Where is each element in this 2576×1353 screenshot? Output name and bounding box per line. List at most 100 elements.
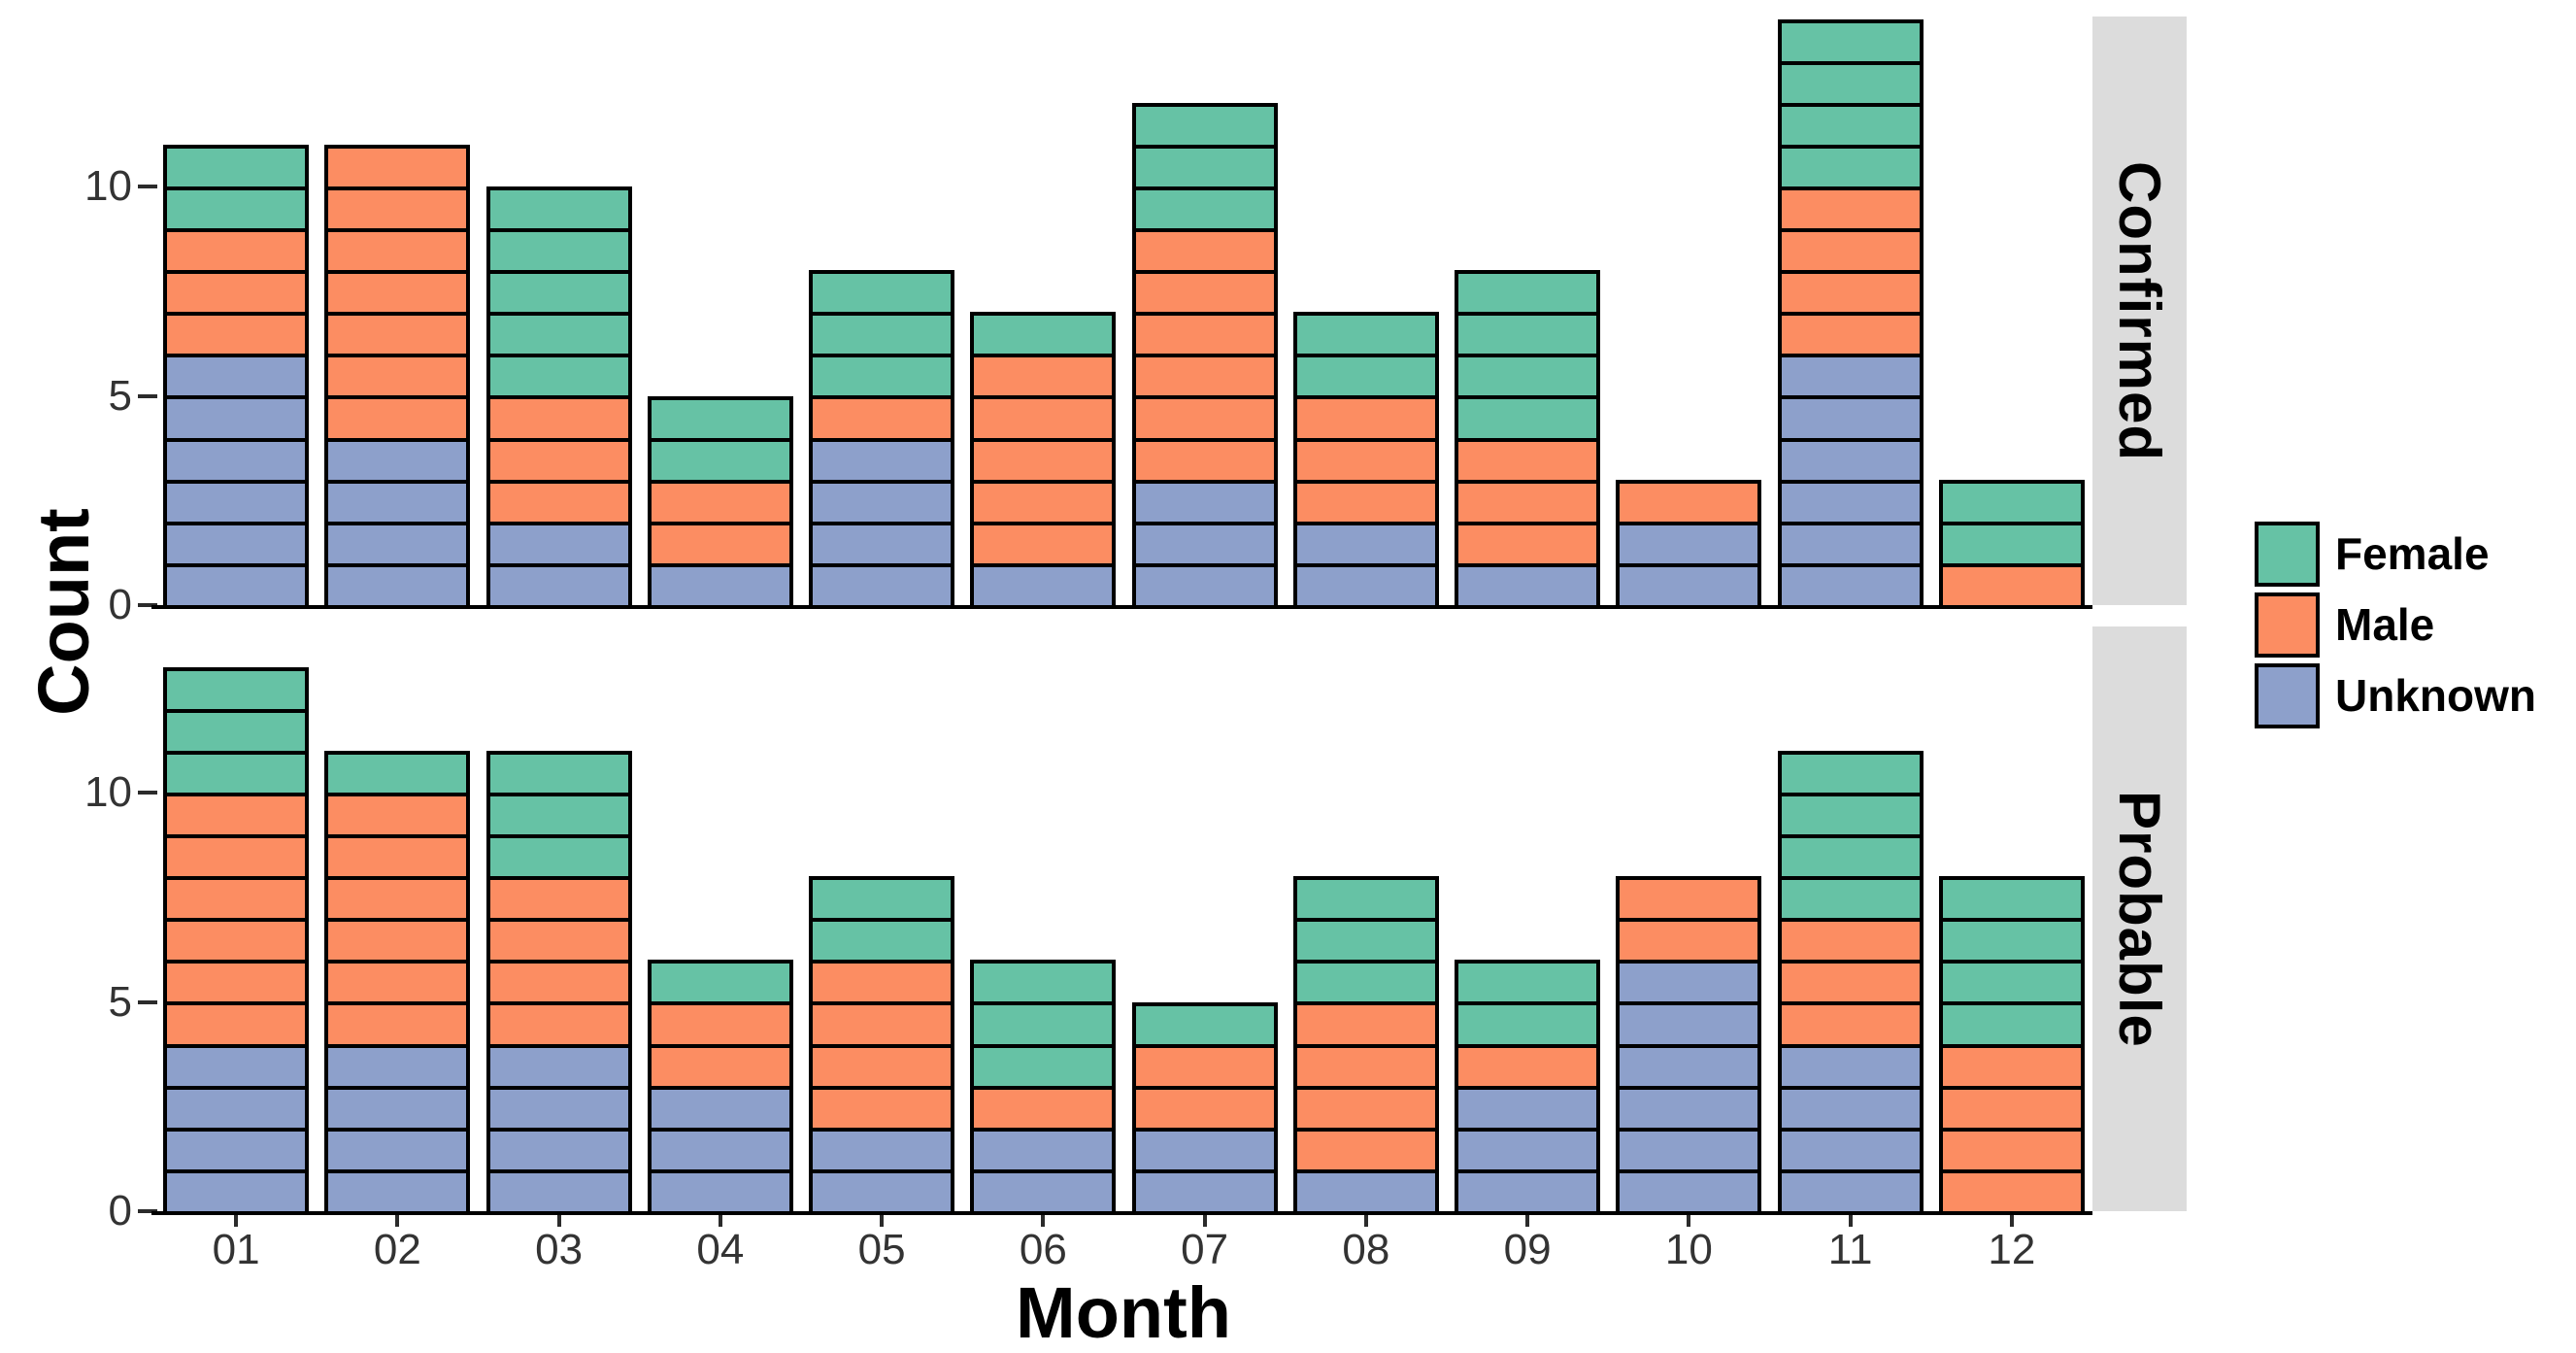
bar-confirmed-09 (1455, 270, 1601, 605)
block-confirmed-07-male (1131, 437, 1278, 480)
block-probable-02-unknown (324, 1168, 471, 1211)
block-confirmed-02-male (324, 270, 471, 313)
block-probable-02-male (324, 792, 471, 835)
block-probable-07-unknown (1131, 1168, 1278, 1211)
block-probable-09-female (1455, 1001, 1601, 1044)
block-probable-11-male (1777, 918, 1924, 961)
block-confirmed-02-unknown (324, 521, 471, 563)
block-confirmed-11-unknown (1777, 521, 1924, 563)
block-probable-11-unknown (1777, 1127, 1924, 1169)
block-confirmed-11-unknown (1777, 437, 1924, 480)
block-confirmed-09-unknown (1455, 562, 1601, 605)
facet-strip-label-confirmed: Confirmed (2107, 160, 2172, 461)
block-probable-09-unknown (1455, 1168, 1601, 1211)
block-confirmed-04-male (647, 521, 793, 563)
block-probable-01-unknown (163, 1168, 310, 1211)
block-probable-03-unknown (485, 1043, 632, 1086)
block-confirmed-11-female (1777, 60, 1924, 103)
block-confirmed-01-unknown (163, 479, 310, 522)
block-probable-05-male (809, 1085, 955, 1128)
block-probable-05-male (809, 1001, 955, 1044)
block-probable-01-male (163, 792, 310, 835)
block-probable-08-female (1292, 876, 1439, 919)
legend-row-unknown: Unknown (2255, 663, 2575, 728)
bar-probable-02 (324, 750, 471, 1211)
block-confirmed-08-unknown (1292, 521, 1439, 563)
y-tick-label-confirmed-0: 0 (108, 581, 132, 628)
block-confirmed-05-female (809, 312, 955, 355)
block-confirmed-02-male (324, 144, 471, 186)
block-confirmed-01-unknown (163, 395, 310, 438)
block-probable-07-female (1131, 1001, 1278, 1044)
block-confirmed-07-unknown (1131, 562, 1278, 605)
y-tick-label-probable-0: 0 (108, 1187, 132, 1235)
block-confirmed-07-female (1131, 186, 1278, 229)
block-probable-06-female (970, 1043, 1117, 1086)
block-confirmed-07-male (1131, 270, 1278, 313)
block-probable-06-female (970, 960, 1117, 1002)
block-confirmed-02-male (324, 354, 471, 396)
block-probable-01-unknown (163, 1127, 310, 1169)
block-probable-12-female (1938, 1001, 2085, 1044)
block-confirmed-01-unknown (163, 562, 310, 605)
block-probable-01-unknown (163, 1085, 310, 1128)
block-probable-10-unknown (1616, 1085, 1762, 1128)
block-confirmed-06-female (970, 312, 1117, 355)
x-axis-line-confirmed (151, 605, 2092, 609)
block-confirmed-09-female (1455, 312, 1601, 355)
block-probable-04-male (647, 1043, 793, 1086)
block-confirmed-07-male (1131, 354, 1278, 396)
bar-confirmed-01 (163, 144, 310, 605)
x-tick-label-05: 05 (857, 1226, 906, 1273)
block-probable-08-male (1292, 1085, 1439, 1128)
bar-probable-11 (1777, 750, 1924, 1211)
block-probable-03-female (485, 792, 632, 835)
block-probable-02-male (324, 876, 471, 919)
x-tick-label-01: 01 (212, 1226, 260, 1273)
block-probable-05-unknown (809, 1168, 955, 1211)
block-confirmed-03-female (485, 354, 632, 396)
block-probable-06-male (970, 1085, 1117, 1128)
block-confirmed-07-unknown (1131, 479, 1278, 522)
bar-confirmed-03 (485, 186, 632, 605)
block-confirmed-04-female (647, 437, 793, 480)
x-tick-mark-04 (718, 1215, 722, 1227)
legend-label-male: Male (2335, 599, 2435, 650)
bar-confirmed-04 (647, 395, 793, 606)
block-probable-11-female (1777, 792, 1924, 835)
bar-confirmed-08 (1292, 312, 1439, 605)
block-probable-03-unknown (485, 1168, 632, 1211)
bar-confirmed-07 (1131, 102, 1278, 605)
block-probable-01-female (163, 708, 310, 751)
block-confirmed-08-male (1292, 479, 1439, 522)
block-probable-08-male (1292, 1043, 1439, 1086)
x-tick-mark-06 (1041, 1215, 1046, 1227)
block-probable-03-male (485, 960, 632, 1002)
block-confirmed-01-unknown (163, 354, 310, 396)
block-probable-03-female (485, 750, 632, 793)
block-probable-12-male (1938, 1168, 2085, 1211)
y-tick-mark-confirmed-10 (138, 185, 157, 188)
bar-probable-01 (163, 666, 310, 1211)
block-probable-05-male (809, 1043, 955, 1086)
block-probable-08-unknown (1292, 1168, 1439, 1211)
x-tick-label-11: 11 (1827, 1226, 1873, 1273)
block-probable-01-male (163, 960, 310, 1002)
legend-row-female: Female (2255, 522, 2575, 587)
x-tick-mark-09 (1525, 1215, 1530, 1227)
block-probable-03-male (485, 1001, 632, 1044)
bar-probable-03 (485, 750, 632, 1211)
bar-probable-04 (647, 960, 793, 1211)
block-confirmed-07-male (1131, 228, 1278, 271)
legend-row-male: Male (2255, 592, 2575, 658)
block-confirmed-11-unknown (1777, 395, 1924, 438)
block-confirmed-09-male (1455, 521, 1601, 563)
facet-strip-label-probable: Probable (2107, 790, 2172, 1048)
block-probable-02-unknown (324, 1043, 471, 1086)
block-probable-05-female (809, 918, 955, 961)
block-confirmed-09-female (1455, 270, 1601, 313)
bar-probable-12 (1938, 876, 2085, 1211)
legend: Female Male Unknown (2255, 522, 2575, 734)
bar-probable-06 (970, 960, 1117, 1211)
block-confirmed-12-male (1938, 562, 2085, 605)
